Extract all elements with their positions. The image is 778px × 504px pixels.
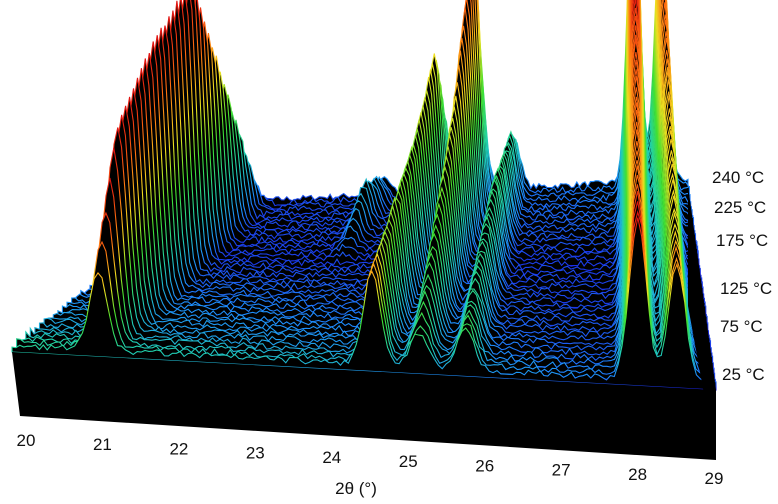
x-tick-label: 23: [246, 444, 265, 463]
x-tick-label: 29: [705, 469, 724, 488]
x-axis-label: 2θ (°): [335, 479, 377, 498]
temperature-tick-label: 175 °C: [716, 231, 768, 250]
x-ticks: 20 21 22 23 24 25 26 27 28 29: [17, 431, 724, 488]
x-tick-label: 27: [552, 461, 571, 480]
x-tick-label: 25: [399, 452, 418, 471]
temperature-tick-label: 75 °C: [720, 317, 763, 336]
temperature-tick-label: 125 °C: [720, 279, 772, 298]
front-face: [12, 352, 716, 460]
x-tick-label: 20: [17, 431, 36, 450]
temperature-ticks: 240 °C 225 °C 175 °C 125 °C 75 °C 25 °C: [712, 168, 772, 384]
x-tick-label: 26: [475, 456, 494, 475]
x-tick-label: 28: [628, 465, 647, 484]
x-tick-label: 21: [93, 435, 112, 454]
waterfall-surface: [11, 0, 717, 391]
temperature-tick-label: 25 °C: [722, 365, 765, 384]
right-face: [688, 186, 716, 460]
x-tick-label: 22: [169, 439, 188, 458]
x-tick-label: 24: [322, 448, 341, 467]
temperature-tick-label: 225 °C: [714, 198, 766, 217]
scan-line: [11, 217, 717, 391]
temperature-tick-label: 240 °C: [712, 168, 764, 187]
